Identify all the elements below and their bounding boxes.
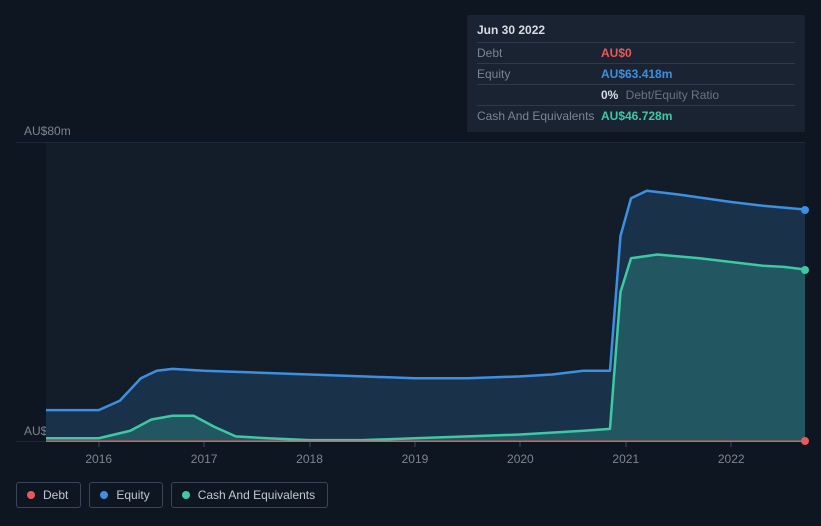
tooltip-row-label — [477, 88, 601, 102]
tooltip-row-value: AU$0 — [601, 46, 795, 60]
tooltip-box: Jun 30 2022 DebtAU$0EquityAU$63.418m0% D… — [467, 15, 805, 132]
area-chart[interactable] — [16, 142, 805, 442]
legend-dot — [182, 491, 190, 499]
cash-end-dot — [801, 266, 809, 274]
legend-dot — [27, 491, 35, 499]
tooltip-row: DebtAU$0 — [477, 43, 795, 64]
y-axis-top-label: AU$80m — [24, 124, 71, 138]
tooltip-row-label: Debt — [477, 46, 601, 60]
tooltip-row-label: Equity — [477, 67, 601, 81]
tooltip-row-value: 0% Debt/Equity Ratio — [601, 88, 795, 102]
x-tick-label: 2022 — [718, 452, 745, 466]
x-tick-mark — [309, 442, 310, 447]
legend-dot — [100, 491, 108, 499]
debt-end-dot — [801, 437, 809, 445]
legend-label: Cash And Equivalents — [198, 488, 315, 502]
x-axis: 2016 2017 2018 2019 2020 2021 2022 — [16, 448, 805, 468]
x-tick-mark — [731, 442, 732, 447]
tooltip-row: EquityAU$63.418m — [477, 64, 795, 85]
tooltip-row: 0% Debt/Equity Ratio — [477, 85, 795, 106]
x-tick-mark — [98, 442, 99, 447]
equity-end-dot — [801, 206, 809, 214]
tooltip-row-label: Cash And Equivalents — [477, 109, 601, 123]
legend-item-debt[interactable]: Debt — [16, 482, 81, 508]
x-tick-label: 2018 — [296, 452, 323, 466]
tooltip-row: Cash And EquivalentsAU$46.728m — [477, 106, 795, 126]
x-tick-label: 2019 — [402, 452, 429, 466]
legend-item-cash-and-equivalents[interactable]: Cash And Equivalents — [171, 482, 328, 508]
legend-label: Equity — [116, 488, 149, 502]
x-tick-mark — [520, 442, 521, 447]
legend-label: Debt — [43, 488, 68, 502]
tooltip-row-value: AU$46.728m — [601, 109, 795, 123]
legend: Debt Equity Cash And Equivalents — [16, 482, 328, 508]
tooltip-date: Jun 30 2022 — [477, 21, 795, 43]
tooltip-row-value: AU$63.418m — [601, 67, 795, 81]
x-tick-mark — [625, 442, 626, 447]
x-tick-label: 2017 — [191, 452, 218, 466]
legend-item-equity[interactable]: Equity — [89, 482, 162, 508]
x-tick-label: 2021 — [612, 452, 639, 466]
x-tick-mark — [204, 442, 205, 447]
x-tick-mark — [414, 442, 415, 447]
x-tick-label: 2020 — [507, 452, 534, 466]
x-tick-label: 2016 — [85, 452, 112, 466]
